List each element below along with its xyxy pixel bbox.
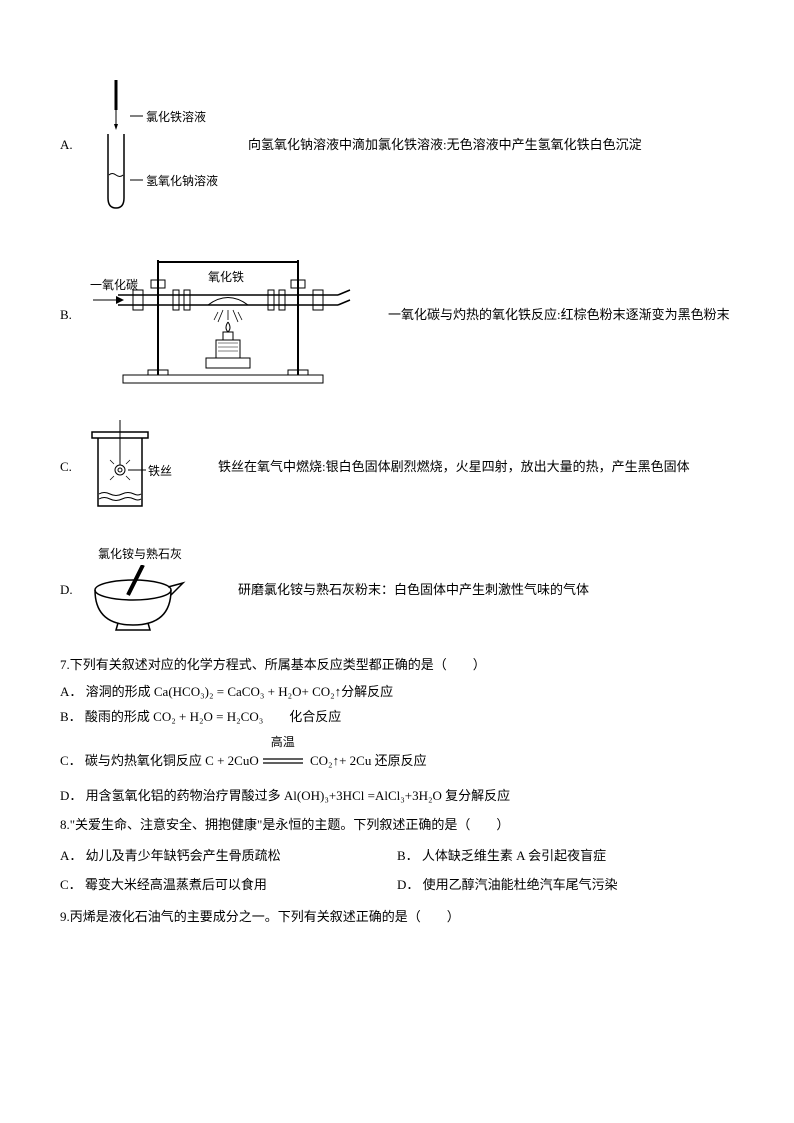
option-d-text: 研磨氯化铵与熟石灰粉末：白色固体中产生刺激性气味的气体 [238,580,589,601]
q7-b: B． 酸雨的形成 CO₂ + H₂O = H₂CO₃ 化合反应 [60,707,734,728]
option-c-figure: 铁丝 [88,420,198,515]
option-a-figure: 氯化铁溶液 氢氧化钠溶液 [88,80,228,210]
q8-d: D． 使用乙醇汽油能杜绝汽车尾气污染 [397,875,734,896]
co-label: 一氧化碳 [90,276,138,295]
option-d-label: D. [60,580,88,601]
q7-stem: 7.下列有关叙述对应的化学方程式、所属基本反应类型都正确的是（ ） [60,655,734,676]
q9-stem: 9.丙烯是液化石油气的主要成分之一。下列有关叙述正确的是（ ） [60,907,734,928]
option-c-label: C. [60,457,88,478]
hi-temp-label: 高温 [259,733,307,752]
mortar-icon [88,565,218,635]
q7-d: D． 用含氢氧化铝的药物治疗胃酸过多 Al(OH)₃+3HCl =AlCl₃+3… [60,786,734,807]
option-c-text: 铁丝在氧气中燃烧:银白色固体剧烈燃烧，火星四射，放出大量的热，产生黑色固体 [218,457,690,478]
option-b-label: B. [60,305,88,326]
dropper-label: 氯化铁溶液 [146,108,206,127]
reaction-arrow-icon [263,757,303,765]
q8-b: B． 人体缺乏维生素 A 会引起夜盲症 [397,846,734,867]
q8-row2: C． 霉变大米经高温蒸煮后可以食用 D． 使用乙醇汽油能杜绝汽车尾气污染 [60,871,734,900]
q7-a: A． 溶洞的形成 Ca(HCO₃)₂ = CaCO₃ + H₂O+ CO₂↑分解… [60,682,734,703]
option-d-row: D. 氯化铵与熟石灰 研磨氯化铵与熟石灰粉末：白色固体中产生刺激性气味的气体 [60,545,734,635]
tube-label: 氢氧化钠溶液 [146,172,218,191]
gas-jar-icon [88,420,198,515]
mortar-top-label: 氯化铵与熟石灰 [98,545,182,564]
q8-c: C． 霉变大米经高温蒸煮后可以食用 [60,875,397,896]
q8-stem: 8."关爱生命、注意安全、拥抱健康"是永恒的主题。下列叙述正确的是（ ） [60,815,734,836]
option-b-row: B. [60,240,734,390]
feo-label: 氧化铁 [208,268,244,287]
q7-c-pre: C． 碳与灼热氧化铜反应 C + 2CuO [60,753,259,768]
apparatus-icon [88,240,368,390]
option-b-figure: 一氧化碳 氧化铁 [88,240,368,390]
q8-row1: A． 幼儿及青少年缺钙会产生骨质疏松 B． 人体缺乏维生素 A 会引起夜盲症 [60,842,734,871]
option-b-text: 一氧化碳与灼热的氧化铁反应:红棕色粉末逐渐变为黑色粉末 [388,305,730,326]
q7-c: C． 碳与灼热氧化铜反应 C + 2CuO高温 CO₂↑+ 2Cu 还原反应 [60,737,734,772]
q7-c-post: CO₂↑+ 2Cu 还原反应 [307,753,427,768]
option-d-figure: 氯化铵与熟石灰 [88,545,218,635]
option-c-row: C. 铁丝 铁丝在氧气中燃烧:银白色固体剧烈燃烧，火星四射，放出大量的热，产生黑… [60,420,734,515]
option-a-row: A. 氯化铁溶液 氢氧化钠溶液 向氢氧化钠溶液中滴加氯化铁溶液:无色溶液中产生氢… [60,80,734,210]
iron-wire-label: 铁丝 [148,462,172,481]
option-a-label: A. [60,135,88,156]
option-a-text: 向氢氧化钠溶液中滴加氯化铁溶液:无色溶液中产生氢氧化铁白色沉淀 [248,135,642,156]
reaction-condition: 高温 [259,737,307,772]
q8-a: A． 幼儿及青少年缺钙会产生骨质疏松 [60,846,397,867]
